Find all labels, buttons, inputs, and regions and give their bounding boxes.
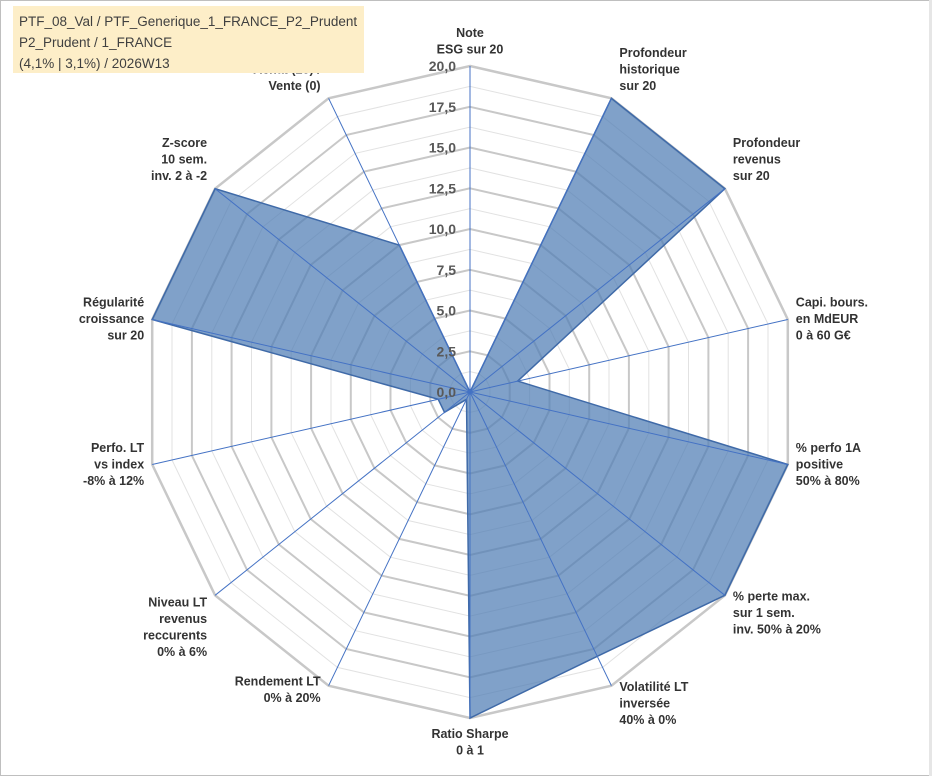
tick-label: 20,0 [429, 58, 456, 74]
axis-label: % perte max. sur 1 sem. inv. 50% à 20% [733, 590, 821, 637]
axis-label-line: Profondeur [733, 136, 800, 150]
axis-label: Z-score 10 sem. inv. 2 à -2 [151, 136, 207, 183]
axis-spoke [214, 188, 471, 393]
tick-label: 17,5 [429, 99, 456, 115]
tick-label: 0,0 [437, 384, 457, 400]
axis-spoke [469, 391, 726, 596]
axis-spoke [214, 391, 471, 596]
axis-label-line: sur 20 [733, 169, 770, 183]
axis-label-line: 40% à 0% [619, 713, 676, 727]
axis-label-line: 0 à 60 G€ [796, 329, 851, 343]
axis-label-line: Note [456, 26, 484, 40]
axis-spoke [328, 98, 471, 393]
axis-label: Note ESG sur 20 [437, 26, 504, 57]
axis-label-line: inversée [619, 697, 670, 711]
axis-label-line: sur 1 sem. [733, 606, 795, 620]
axis-spoke [152, 391, 471, 465]
axis-label-line: Z-score [162, 136, 207, 150]
portfolio-path: PTF_08_Val / PTF_Generique_1_FRANCE_P2_P… [19, 14, 358, 29]
axis-spoke [469, 98, 612, 393]
axis-spoke [328, 391, 471, 686]
axis-label-line: en MdEUR [796, 312, 859, 326]
axis-label-line: vs index [94, 457, 144, 471]
portfolio-info-box: PTF_08_Val / PTF_Generique_1_FRANCE_P2_P… [13, 6, 364, 73]
axis-label-line: Profondeur [619, 46, 686, 60]
axis-label-line: 0 à 1 [456, 744, 484, 758]
radar-spokes [152, 66, 788, 718]
portfolio-stats: (4,1% | 3,1%) / 2026W13 [19, 56, 170, 71]
tick-label: 5,0 [437, 303, 457, 319]
axis-label: Régularité croissance sur 20 [79, 296, 144, 343]
axis-spoke [469, 188, 726, 393]
axis-label-line: 0% à 20% [264, 691, 321, 705]
axis-label: % perfo 1A positive 50% à 80% [796, 441, 861, 488]
axis-label-line: Volatilité LT [619, 680, 688, 694]
frame-shadow [929, 0, 932, 776]
tick-label: 2,5 [437, 343, 457, 359]
axis-label-line: % perte max. [733, 590, 810, 604]
axis-label-line: revenus [733, 153, 781, 167]
axis-label-line: inv. 50% à 20% [733, 623, 821, 637]
radial-tick-labels: 0,0 2,5 5,0 7,5 10,0 12,5 15,0 17,5 20,0 [429, 58, 456, 400]
axis-spoke [152, 319, 471, 393]
axis-label-line: sur 20 [619, 79, 656, 93]
axis-label-line: 50% à 80% [796, 474, 860, 488]
axis-spoke [469, 391, 612, 686]
tick-label: 10,0 [429, 221, 456, 237]
axis-label-line: ESG sur 20 [437, 43, 504, 57]
axis-spoke [469, 319, 788, 393]
axis-label-line: % perfo 1A [796, 441, 861, 455]
axis-label-line: -8% à 12% [83, 474, 144, 488]
axis-label: Profondeur revenus sur 20 [733, 136, 800, 183]
axis-label-line: revenus [159, 612, 207, 626]
axis-label: Niveau LT revenus reccurents 0% à 6% [143, 595, 207, 659]
axis-label-line: sur 20 [107, 329, 144, 343]
axis-label-line: croissance [79, 312, 144, 326]
axis-label-line: Niveau LT [148, 595, 207, 609]
axis-label-line: Rendement LT [235, 674, 321, 688]
axis-label: Perfo. LT vs index -8% à 12% [83, 441, 145, 488]
tick-label: 12,5 [429, 180, 456, 196]
tick-label: 7,5 [437, 262, 457, 278]
axis-label-line: Perfo. LT [91, 441, 145, 455]
axis-label-line: 10 sem. [161, 153, 207, 167]
axis-label: Capi. bours. en MdEUR 0 à 60 G€ [796, 296, 868, 343]
axis-label-line: Ratio Sharpe [431, 727, 508, 741]
axis-label: Profondeur historique sur 20 [619, 46, 686, 93]
axis-label: Rendement LT 0% à 20% [235, 674, 321, 705]
axis-label-line: reccurents [143, 628, 207, 642]
axis-labels: Note ESG sur 20 Profondeur historique sur 20… [79, 26, 868, 758]
axis-label: Volatilité LT inversée 40% à 0% [619, 680, 688, 727]
axis-label-line: inv. 2 à -2 [151, 169, 207, 183]
tick-label: 15,0 [429, 140, 456, 156]
axis-label-line: 0% à 6% [157, 645, 207, 659]
portfolio-profile: P2_Prudent / 1_FRANCE [19, 35, 173, 50]
axis-label-line: Vente (0) [268, 79, 320, 93]
axis-spoke [469, 391, 788, 465]
axis-label-line: historique [619, 62, 679, 76]
axis-label-line: positive [796, 457, 843, 471]
axis-label-line: Capi. bours. [796, 296, 868, 310]
axis-label: Ratio Sharpe 0 à 1 [431, 727, 508, 758]
axis-label-line: Régularité [83, 296, 144, 310]
